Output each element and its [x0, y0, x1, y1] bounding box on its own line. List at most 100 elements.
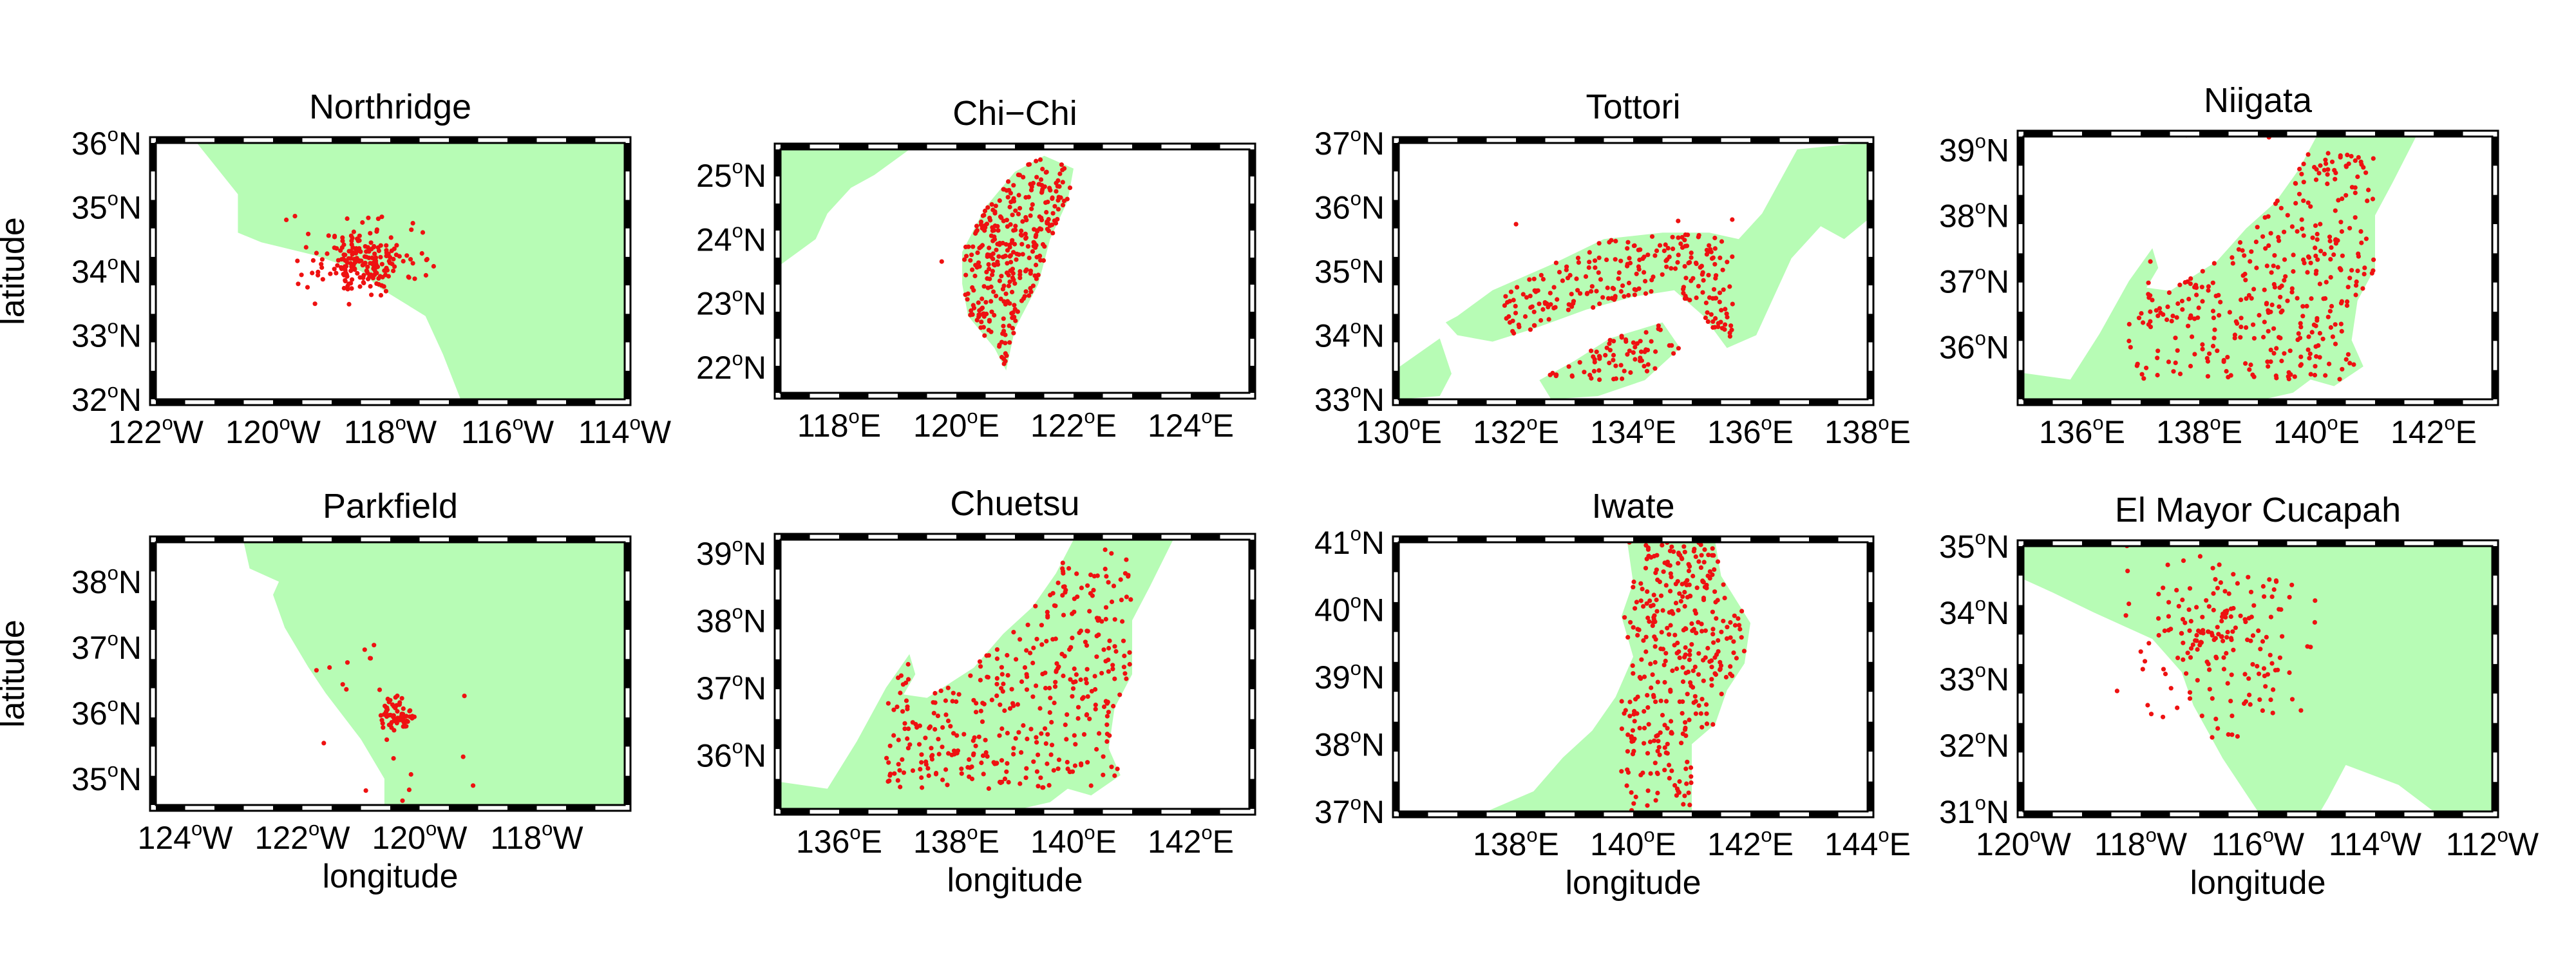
station-marker — [1638, 598, 1643, 603]
station-marker — [2181, 640, 2186, 645]
station-marker — [1632, 719, 1637, 724]
station-marker — [2155, 348, 2161, 354]
station-marker — [2323, 373, 2328, 378]
station-marker — [2248, 259, 2253, 264]
x-tick-label: 138oE — [2156, 412, 2242, 450]
station-marker — [1540, 307, 1546, 312]
station-marker — [359, 258, 364, 263]
station-marker — [1638, 339, 1643, 344]
station-marker — [2125, 569, 2130, 574]
station-marker — [1000, 254, 1005, 260]
station-marker — [1106, 580, 1111, 585]
station-marker — [1593, 258, 1598, 263]
station-marker — [1618, 258, 1624, 263]
station-marker — [2293, 181, 2298, 186]
station-marker — [2235, 581, 2240, 586]
station-marker — [1660, 272, 1665, 277]
station-marker — [1683, 580, 1688, 585]
station-marker — [1030, 283, 1036, 289]
station-marker — [2228, 373, 2233, 378]
station-marker — [1645, 803, 1650, 808]
station-marker — [2179, 630, 2184, 636]
station-marker — [2315, 231, 2320, 237]
station-marker — [977, 659, 983, 664]
station-marker — [1016, 172, 1021, 178]
station-marker — [1537, 301, 1542, 307]
station-marker — [2305, 270, 2310, 275]
station-marker — [1625, 770, 1631, 775]
station-marker — [2301, 233, 2306, 238]
station-marker — [986, 327, 991, 333]
station-marker — [384, 705, 389, 710]
station-marker — [2267, 577, 2272, 582]
station-marker — [2289, 290, 2295, 295]
y-tick-label: 39oN — [696, 533, 766, 572]
station-marker — [327, 665, 332, 670]
station-marker — [1732, 613, 1737, 618]
station-marker — [1124, 557, 1129, 562]
station-marker — [2141, 376, 2146, 381]
station-marker — [2333, 208, 2338, 213]
station-marker — [933, 772, 939, 777]
station-marker — [357, 275, 363, 280]
station-marker — [892, 771, 897, 776]
station-marker — [1038, 177, 1044, 182]
station-marker — [959, 771, 964, 776]
station-marker — [1106, 710, 1111, 715]
station-marker — [1643, 634, 1649, 639]
station-marker — [349, 286, 354, 291]
station-marker — [943, 712, 949, 717]
station-marker — [1112, 676, 1117, 681]
station-marker — [2313, 598, 2318, 603]
y-tick-label: 41oN — [1314, 522, 1385, 561]
y-tick-label: 33oN — [71, 316, 142, 354]
station-marker — [2174, 587, 2179, 593]
station-marker — [1631, 801, 1636, 806]
station-marker — [2279, 283, 2284, 289]
station-marker — [2301, 198, 2306, 204]
station-marker — [2306, 200, 2311, 205]
station-marker — [974, 223, 980, 229]
station-marker — [933, 690, 938, 696]
station-marker — [392, 728, 397, 733]
station-marker — [2262, 674, 2267, 679]
station-marker — [2181, 558, 2186, 564]
station-marker — [998, 296, 1003, 301]
station-marker — [1650, 623, 1655, 629]
station-marker — [887, 773, 893, 778]
station-marker — [1656, 744, 1662, 750]
station-marker — [1687, 802, 1692, 808]
station-marker — [2199, 640, 2204, 645]
station-marker — [1087, 716, 1092, 721]
station-marker — [1023, 775, 1028, 781]
station-marker — [365, 245, 370, 250]
x-tick-label: 142oE — [1707, 824, 1794, 862]
station-marker — [993, 204, 998, 209]
station-marker — [1611, 377, 1616, 382]
station-marker — [1031, 759, 1036, 764]
station-marker — [406, 275, 412, 280]
station-marker — [2282, 351, 2287, 356]
station-marker — [2166, 614, 2171, 619]
station-marker — [348, 249, 354, 254]
station-marker — [1084, 667, 1090, 672]
station-marker — [2188, 646, 2194, 651]
station-marker — [977, 245, 982, 251]
station-marker — [2309, 296, 2314, 301]
station-marker — [1093, 703, 1098, 708]
station-marker — [1079, 762, 1084, 768]
station-marker — [2210, 280, 2215, 285]
station-marker — [2298, 354, 2304, 359]
station-marker — [1001, 681, 1006, 687]
station-marker — [2282, 257, 2287, 262]
station-marker — [2193, 285, 2199, 290]
station-marker — [891, 707, 896, 712]
station-marker — [2168, 627, 2174, 632]
station-marker — [1645, 693, 1650, 698]
station-marker — [1030, 249, 1036, 254]
station-marker — [891, 733, 896, 738]
station-marker — [2155, 313, 2161, 318]
station-marker — [2261, 666, 2267, 671]
y-tick-label: 25oN — [696, 155, 766, 194]
station-marker — [2307, 355, 2312, 361]
